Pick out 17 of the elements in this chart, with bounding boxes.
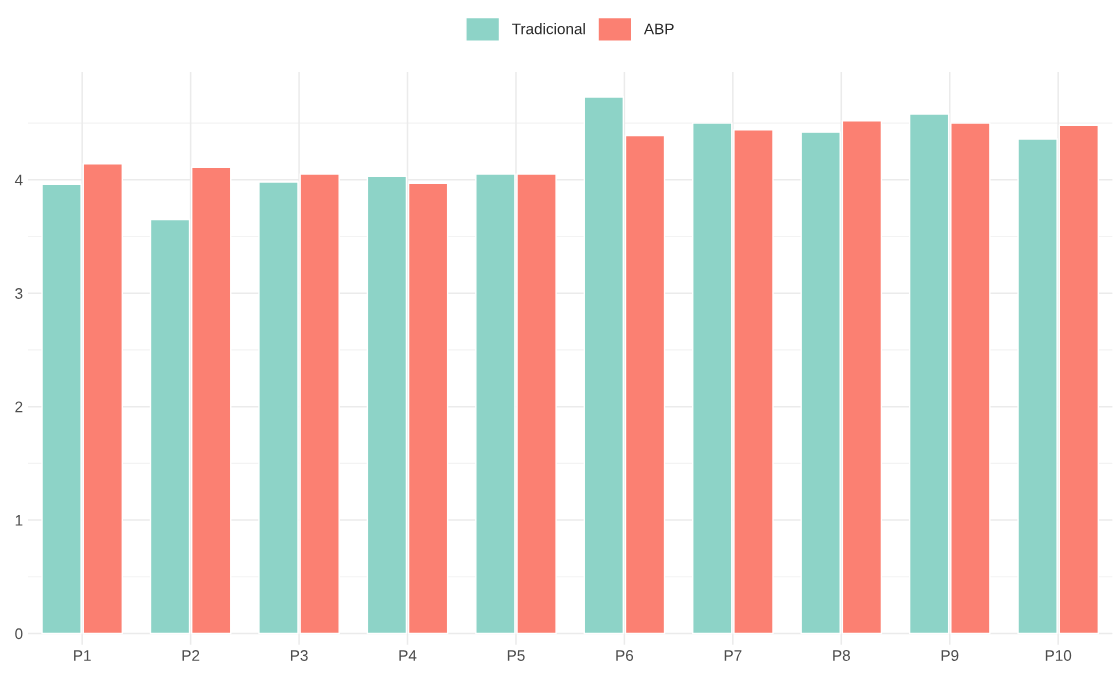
x-tick-label: P9 — [941, 650, 959, 661]
x-tick-label: P10 — [1045, 650, 1072, 661]
x-tick-label: P7 — [724, 650, 742, 661]
y-tick-label: 4 — [14, 174, 23, 186]
x-tick-label: P6 — [616, 650, 634, 661]
x-tick-label: P1 — [74, 650, 91, 661]
y-tick-label: 1 — [15, 515, 23, 526]
x-tick-label: P4 — [399, 650, 417, 661]
legend-label: Tradicional — [512, 23, 585, 35]
y-tick-label: 2 — [15, 401, 23, 413]
x-tick-label: P3 — [290, 650, 308, 661]
x-tick-label: P8 — [833, 650, 850, 661]
y-tick-label: 0 — [15, 628, 23, 640]
x-tick-label: P5 — [507, 650, 525, 661]
y-tick-label: 3 — [15, 288, 23, 299]
x-tick-label: P2 — [182, 650, 200, 661]
legend-label: ABP — [643, 23, 674, 35]
